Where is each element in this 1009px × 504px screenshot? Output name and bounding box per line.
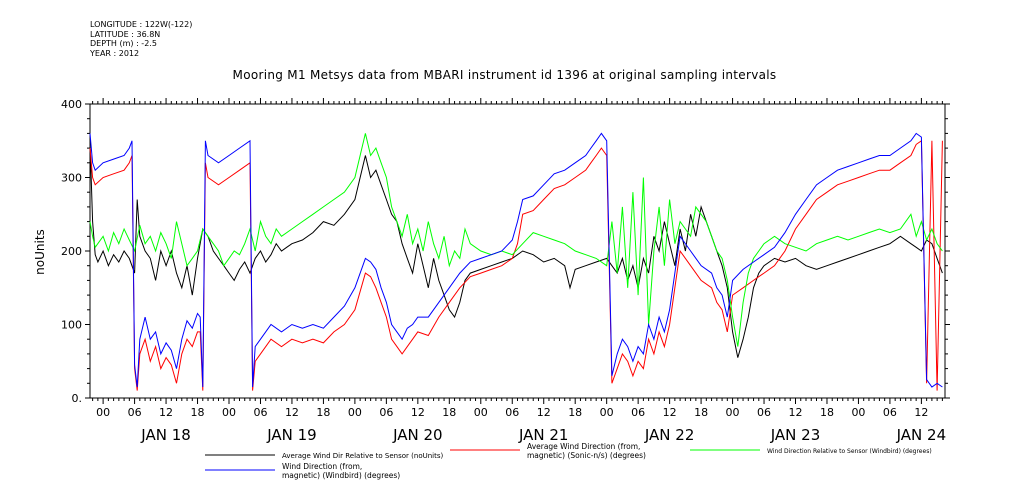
x-day-label: JAN 20 [392,426,443,444]
legend-label-2: Wind Direction Relative to Sensor (Windb… [767,448,932,455]
x-tick-label: 12 [914,406,928,419]
y-axis-label: noUnits [33,229,47,275]
legend: Average Wind Dir Relative to Sensor (noU… [205,442,932,480]
x-day-label: JAN 24 [896,426,947,444]
x-tick-label: 00 [600,406,614,419]
latitude-text: LATITUDE : 36.8N [90,29,161,39]
legend-label-1-line2: magnetic) (Sonic-n/s) (degrees) [527,451,646,460]
x-tick-label: 18 [820,406,834,419]
longitude-text: LONGITUDE : 122W(-122) [90,20,193,29]
x-tick-label: 12 [663,406,677,419]
x-tick-label: 18 [316,406,330,419]
x-tick-label: 00 [474,406,488,419]
x-tick-label: 12 [285,406,299,419]
series-line-1 [89,139,943,391]
x-tick-label: 12 [537,406,551,419]
x-day-label: JAN 18 [140,426,191,444]
x-tick-label: 12 [411,406,425,419]
x-tick-label: 00 [726,406,740,419]
x-tick-label: 06 [505,406,519,419]
x-tick-label: 06 [128,406,142,419]
x-tick-label: 06 [379,406,393,419]
depth-text: DEPTH (m) : -2.5 [90,39,157,48]
y-tick-label: 400 [61,98,82,111]
legend-label-3-line1: Wind Direction (from, [282,462,362,471]
y-axis: 0. 100 200 300 400 [61,98,950,405]
x-day-label: JAN 21 [518,426,569,444]
x-tick-label: 12 [789,406,803,419]
x-axis: 00 06 12 18 00 06 12 18 00 06 12 18 00 06 12 18 00 06 12 18… [92,98,947,444]
x-tick-label: 06 [757,406,771,419]
series-line-2 [89,133,943,347]
y-tick-label: 100 [61,319,82,332]
x-tick-label: 00 [348,406,362,419]
legend-label-0: Average Wind Dir Relative to Sensor (noU… [282,452,443,460]
x-tick-label: 18 [191,406,205,419]
year-text: YEAR : 2012 [90,48,140,58]
series-layer [89,132,943,391]
y-tick-label: 200 [61,245,82,258]
x-tick-label: 18 [568,406,582,419]
x-tick-label: 18 [694,406,708,419]
x-tick-label: 06 [253,406,267,419]
metadata-block: LONGITUDE : 122W(-122) LATITUDE : 36.8N … [90,20,192,58]
x-day-label: JAN 23 [770,426,821,444]
series-line-3 [89,132,943,388]
x-tick-label: 00 [96,406,110,419]
legend-label-3-line2: magnetic) (Windbird) (degrees) [282,471,400,480]
x-tick-label: 12 [159,406,173,419]
series-line-0 [89,140,943,358]
x-day-label: JAN 22 [644,426,695,444]
x-tick-label: 06 [631,406,645,419]
y-tick-label: 300 [61,172,82,185]
legend-label-1-line1: Average Wind Direction (from, [527,442,640,451]
x-day-label: JAN 19 [266,426,317,444]
x-tick-label: 00 [851,406,865,419]
x-tick-label: 06 [883,406,897,419]
chart-title: Mooring M1 Metsys data from MBARI instru… [232,68,777,82]
y-tick-label: 0. [72,392,83,405]
x-tick-label: 18 [442,406,456,419]
x-tick-label: 00 [222,406,236,419]
